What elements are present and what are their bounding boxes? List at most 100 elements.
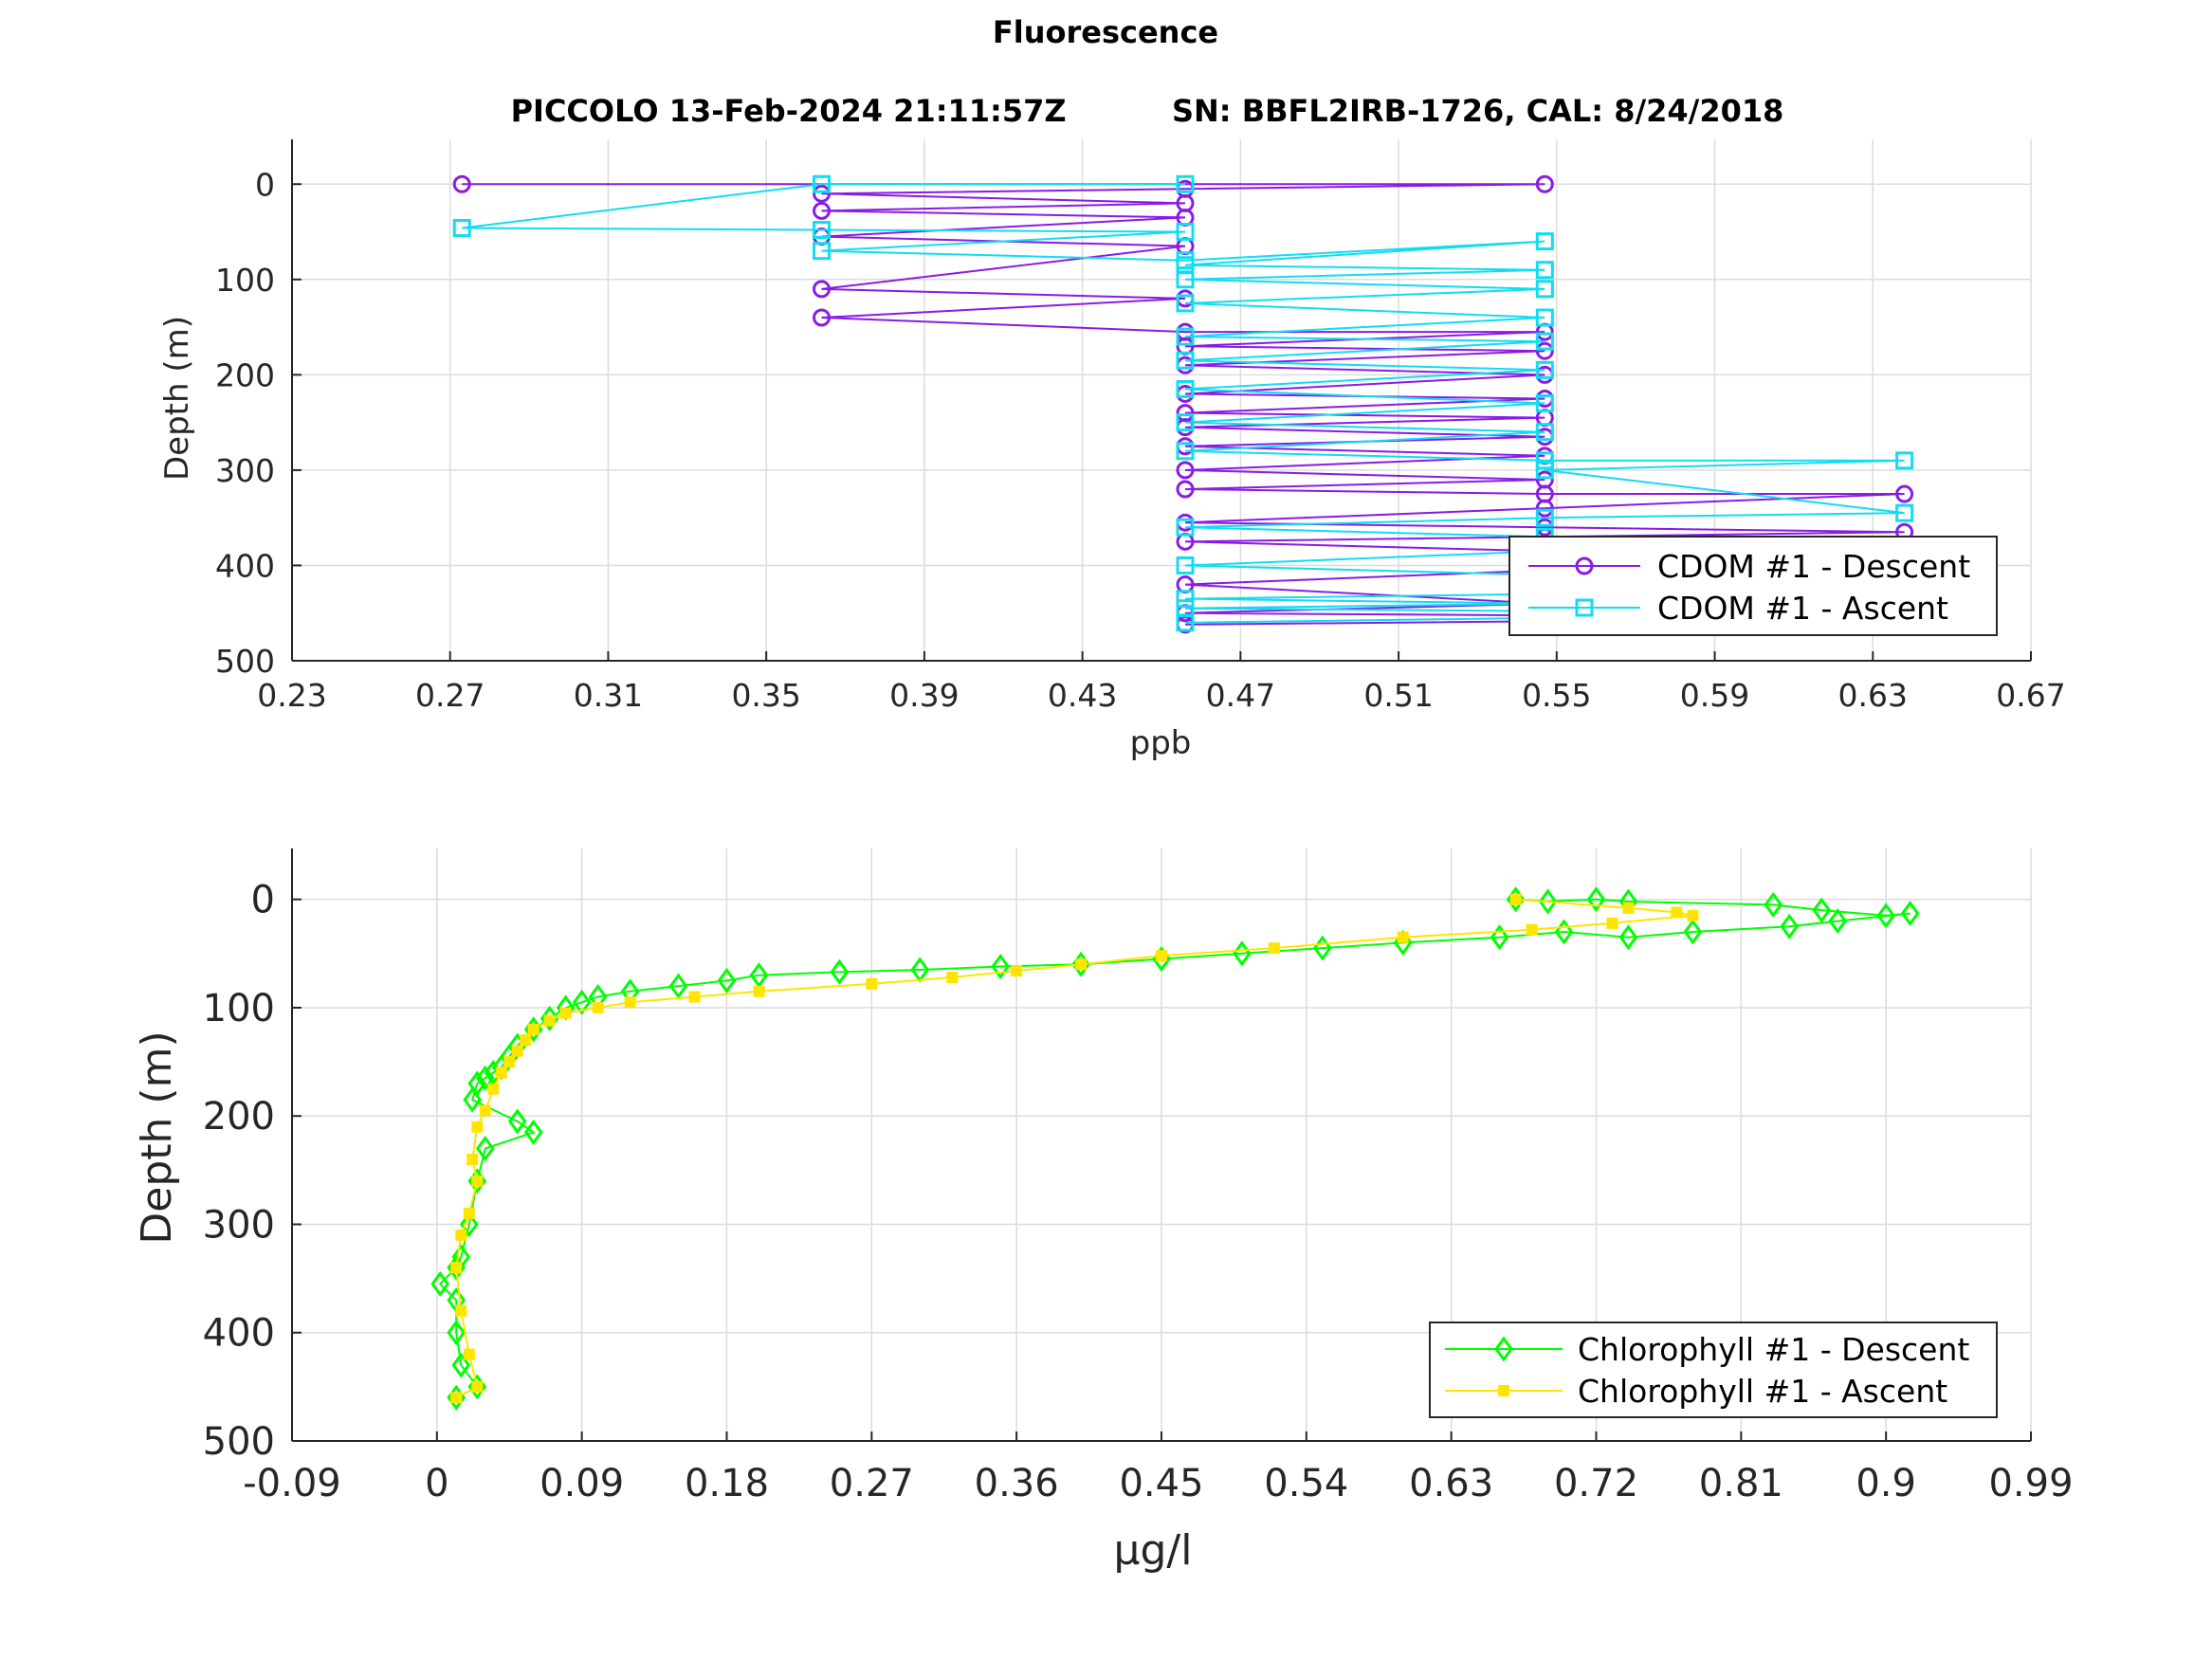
chl-legend-box (1429, 1322, 1998, 1418)
chl-data-point (1687, 909, 1699, 921)
chl-data-point (946, 971, 959, 983)
cdom-data-point (1176, 556, 1195, 574)
chl-data-point (1618, 924, 1638, 951)
chl-x-tick-label: 0.81 (1699, 1462, 1783, 1505)
legend-descent-label: CDOM #1 - Descent (1657, 548, 1970, 585)
cdom-chart-title: PICCOLO 13-Feb-2024 21:11:57Z SN: BBFL2I… (511, 93, 1784, 129)
cdom-data-point (452, 219, 471, 238)
cdom-x-tick-label: 0.47 (1206, 677, 1275, 714)
chl-data-point (463, 1208, 475, 1220)
chl-x-tick-label: 0.99 (1988, 1462, 2073, 1505)
chl-data-point (543, 1014, 556, 1027)
cdom-data-point (1535, 341, 1554, 360)
cdom-data-point (1535, 261, 1554, 280)
cdom-data-point (1535, 461, 1554, 480)
cdom-data-point (1176, 480, 1195, 499)
cdom-y-tick-label: 200 (215, 356, 275, 393)
cdom-y-tick-label: 500 (215, 643, 275, 680)
chl-data-point (592, 1001, 604, 1013)
chl-data-point (447, 1320, 466, 1346)
chl-data-point (471, 1121, 484, 1133)
chl-data-point (1622, 902, 1635, 914)
cdom-data-point (1895, 451, 1914, 470)
chl-y-tick-label: 100 (203, 987, 275, 1030)
chl-x-tick-label: 0.27 (830, 1462, 914, 1505)
cdom-data-point (1176, 223, 1195, 242)
chl-data-point (507, 1108, 527, 1135)
cdom-data-point (813, 184, 832, 203)
chl-y-tick-label: 500 (203, 1420, 275, 1464)
chl-data-point (559, 1007, 572, 1019)
chl-x-tick-label: 0.54 (1264, 1462, 1348, 1505)
cdom-legend: CDOM #1 - Descent CDOM #1 - Ascent (1508, 536, 1998, 636)
cdom-data-point (813, 221, 832, 240)
cdom-data-point (1895, 503, 1914, 522)
cdom-data-point (1176, 590, 1195, 609)
chl-data-point (459, 1211, 479, 1238)
chl-data-point (430, 1270, 450, 1297)
cdom-y-tick-label: 100 (215, 262, 275, 299)
chl-data-point (1268, 942, 1280, 955)
chl-x-tick-label: -0.09 (243, 1462, 341, 1505)
chl-x-tick-label: 0.63 (1409, 1462, 1493, 1505)
chl-x-tick-label: 0.9 (1856, 1462, 1916, 1505)
cdom-data-point (813, 308, 832, 327)
chl-y-tick-label: 400 (203, 1312, 275, 1356)
chl-data-point (1156, 950, 1167, 962)
chl-data-point (475, 1135, 495, 1162)
chl-data-point (1900, 901, 1920, 927)
chl-data-point (749, 962, 769, 989)
chl-data-point (520, 1034, 532, 1047)
chl-x-tick-label: 0.72 (1554, 1462, 1638, 1505)
chl-data-point (668, 973, 688, 999)
chl-data-point (450, 1262, 463, 1274)
chl-data-point (455, 1304, 467, 1317)
chl-x-label: μg/l (1114, 1526, 1193, 1575)
chl-data-point (471, 1175, 484, 1187)
cdom-x-tick-label: 0.27 (415, 677, 484, 714)
chl-data-point (451, 1352, 471, 1378)
chlorophyll-chart: -0.09 0 0.09 0.18 0.27 0.36 0.45 0.54 0.63 0.72 0.… (133, 848, 2074, 1575)
cdom-y-label: Depth (m) (158, 316, 196, 481)
chl-data-point (466, 1153, 479, 1165)
chl-data-point (450, 1392, 463, 1404)
chl-data-point (463, 1348, 475, 1360)
cdom-data-point (1176, 327, 1195, 346)
chl-data-point (1764, 891, 1783, 918)
cdom-ticks: 0.23 0.27 0.31 0.35 0.39 0.43 0.47 0.51 0.55 0.59… (215, 166, 2066, 714)
cdom-y-tick-label: 0 (255, 166, 275, 203)
legend-ascent-marker (1575, 598, 1594, 617)
cdom-data-point (1176, 174, 1195, 193)
chl-data-point (1780, 913, 1800, 939)
legend-chl-ascent-label: Chlorophyll #1 - Ascent (1578, 1373, 1947, 1410)
chl-data-point (1828, 908, 1848, 935)
chl-data-point (830, 958, 850, 985)
cdom-x-tick-label: 0.67 (1996, 677, 2065, 714)
cdom-chart: PICCOLO 13-Feb-2024 21:11:57Z SN: BBFL2I… (158, 93, 2066, 762)
cdom-x-label: ppb (1130, 724, 1192, 762)
chl-data-point (527, 1023, 539, 1035)
legend-descent-marker (1575, 556, 1594, 575)
chl-data-point (624, 996, 636, 1009)
chl-data-point (455, 1229, 467, 1241)
chl-data-point (1538, 888, 1558, 915)
chl-data-point (1876, 902, 1896, 929)
cdom-data-point (1895, 484, 1914, 503)
cdom-x-tick-label: 0.63 (1838, 677, 1908, 714)
cdom-data-point (1535, 332, 1554, 351)
chl-data-point (688, 991, 701, 1003)
cdom-x-tick-label: 0.59 (1680, 677, 1749, 714)
chl-data-point (1683, 919, 1703, 945)
cdom-data-point (452, 174, 471, 193)
cdom-data-point (1535, 360, 1554, 379)
chl-data-point (1490, 924, 1509, 951)
cdom-y-tick-label: 300 (215, 452, 275, 489)
cdom-data-point (813, 280, 832, 299)
cdom-data-point (1535, 308, 1554, 327)
chl-data-point (1606, 917, 1618, 929)
cdom-x-tick-label: 0.23 (257, 677, 326, 714)
chl-legend: Chlorophyll #1 - Descent Chlorophyll #1 … (1429, 1322, 1998, 1418)
cdom-data-point (1176, 294, 1195, 313)
cdom-data-point (1176, 613, 1195, 632)
